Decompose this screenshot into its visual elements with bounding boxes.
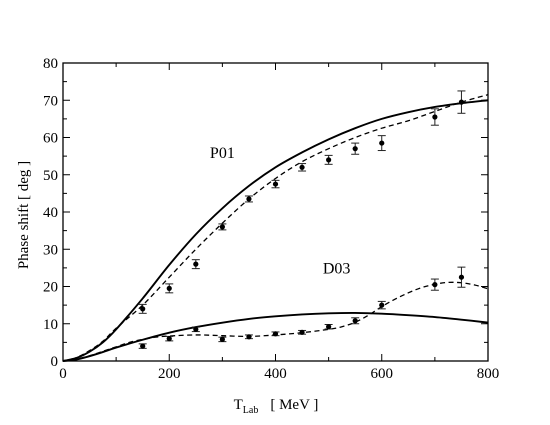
marker — [140, 306, 146, 312]
y-tick-label: 0 — [51, 354, 59, 370]
series-2-dashed-curve — [62, 94, 489, 362]
x-tick-label: 600 — [371, 366, 394, 382]
y-tick-label: 30 — [43, 242, 58, 258]
marker — [272, 331, 279, 337]
x-axis-label: TLab [ MeV ] — [234, 397, 319, 416]
marker — [326, 157, 332, 163]
data-point-14 — [165, 335, 174, 342]
marker — [246, 334, 252, 340]
marker — [299, 164, 305, 170]
marker — [166, 336, 172, 342]
marker — [458, 99, 465, 105]
y-axis-label: Phase shift [ deg ] — [16, 161, 32, 269]
x-tick-label: 200 — [158, 366, 181, 382]
data-point-1 — [138, 303, 147, 314]
y-tick-label: 80 — [43, 56, 58, 72]
data-point-23 — [430, 278, 439, 291]
data-point-10 — [377, 135, 386, 152]
y-tick-label: 60 — [43, 131, 58, 147]
data-point-8 — [324, 154, 333, 165]
data-point-4 — [218, 223, 227, 231]
marker — [193, 261, 199, 267]
y-tick-label: 50 — [43, 168, 58, 184]
marker — [219, 336, 225, 342]
data-point-20 — [324, 323, 333, 330]
series-1-solid-curve — [62, 99, 489, 362]
axis-ticks — [62, 62, 489, 362]
series-4-dashed-curve — [62, 281, 489, 362]
data-points-layer — [138, 90, 466, 349]
curves-layer — [62, 94, 489, 362]
y-tick-label: 20 — [43, 280, 58, 296]
series-3-solid-curve — [62, 311, 489, 362]
data-point-6 — [271, 179, 280, 189]
data-point-5 — [244, 195, 253, 203]
y-tick-label: 70 — [43, 93, 58, 109]
marker — [458, 274, 465, 280]
data-point-16 — [218, 336, 227, 343]
x-tick-label: 0 — [59, 366, 67, 382]
x-tick-label: 800 — [477, 366, 500, 382]
marker — [352, 318, 358, 324]
data-point-7 — [298, 163, 307, 172]
marker — [326, 324, 332, 330]
marker — [219, 224, 225, 230]
data-point-12 — [457, 90, 466, 114]
tick-labels: 0 200 400 600 800 0 10 20 30 40 50 60 70 80 — [43, 56, 499, 382]
marker — [432, 282, 438, 288]
curve-label-p01: P01 — [210, 145, 235, 162]
marker — [140, 343, 146, 349]
marker — [299, 329, 305, 335]
marker — [272, 181, 279, 187]
marker — [379, 302, 385, 308]
curve-annotations: P01 D03 — [210, 145, 350, 277]
data-point-13 — [138, 343, 147, 349]
data-point-11 — [430, 108, 439, 126]
data-point-9 — [351, 142, 360, 155]
x-axis-label-unit: [ MeV ] — [270, 397, 318, 413]
data-point-17 — [244, 334, 253, 340]
x-axis-label-main: T — [234, 397, 243, 413]
x-tick-label: 400 — [264, 366, 287, 382]
marker — [432, 114, 438, 120]
y-tick-label: 40 — [43, 205, 58, 221]
marker — [166, 285, 172, 291]
data-point-3 — [191, 259, 200, 270]
data-point-18 — [271, 331, 280, 337]
curve-label-d03: D03 — [323, 260, 351, 277]
data-point-2 — [165, 283, 174, 294]
data-point-24 — [457, 266, 466, 288]
x-axis-label-sub: Lab — [243, 405, 259, 416]
data-point-19 — [298, 329, 307, 335]
marker — [193, 326, 199, 332]
y-tick-label: 10 — [43, 317, 58, 333]
data-point-15 — [191, 326, 200, 333]
data-point-22 — [377, 300, 386, 310]
marker — [352, 146, 358, 152]
marker — [246, 196, 252, 202]
data-point-21 — [351, 317, 360, 325]
marker — [379, 140, 385, 146]
